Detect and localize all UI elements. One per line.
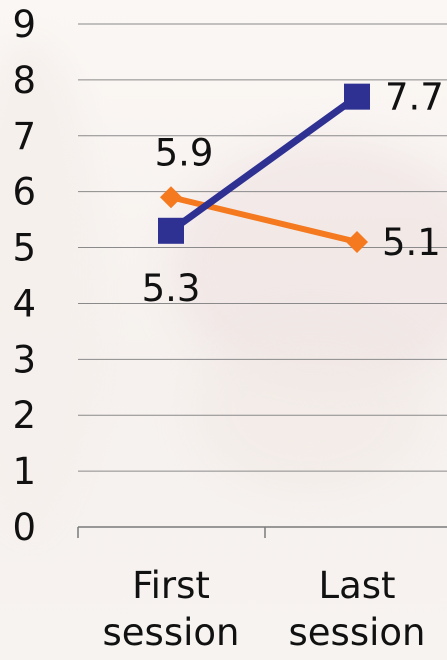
data-point-diamond — [346, 230, 368, 253]
data-label: 7.7 — [385, 76, 444, 119]
series-group — [158, 83, 370, 253]
gridlines — [78, 23, 447, 472]
y-tick-label: 9 — [12, 3, 36, 46]
y-tick-label: 7 — [12, 115, 36, 158]
y-axis-tick-labels: 0 1 2 3 4 5 6 7 8 9 — [12, 3, 36, 549]
data-point-diamond — [160, 186, 182, 209]
x-tick-label: First — [132, 564, 210, 607]
x-tick-label: Last — [318, 564, 395, 607]
y-tick-label: 4 — [12, 282, 36, 325]
y-tick-label: 6 — [12, 171, 36, 214]
y-tick-label: 1 — [12, 450, 36, 493]
x-tick-label: session — [289, 611, 426, 654]
y-tick-label: 8 — [12, 59, 36, 102]
y-tick-label: 0 — [12, 506, 36, 549]
data-label: 5.3 — [142, 267, 201, 310]
y-tick-label: 2 — [12, 394, 36, 437]
axes — [77, 526, 447, 538]
y-tick-label: 3 — [12, 338, 36, 381]
data-labels: 5.3 7.7 5.9 5.1 — [142, 76, 444, 310]
data-label: 5.1 — [382, 221, 441, 264]
data-point-square — [344, 83, 370, 110]
x-tick-label: session — [103, 611, 240, 654]
data-label: 5.9 — [155, 131, 214, 174]
series-line — [167, 93, 361, 235]
y-tick-label: 5 — [12, 227, 36, 270]
data-point-square — [158, 217, 184, 244]
series-line — [168, 194, 360, 245]
